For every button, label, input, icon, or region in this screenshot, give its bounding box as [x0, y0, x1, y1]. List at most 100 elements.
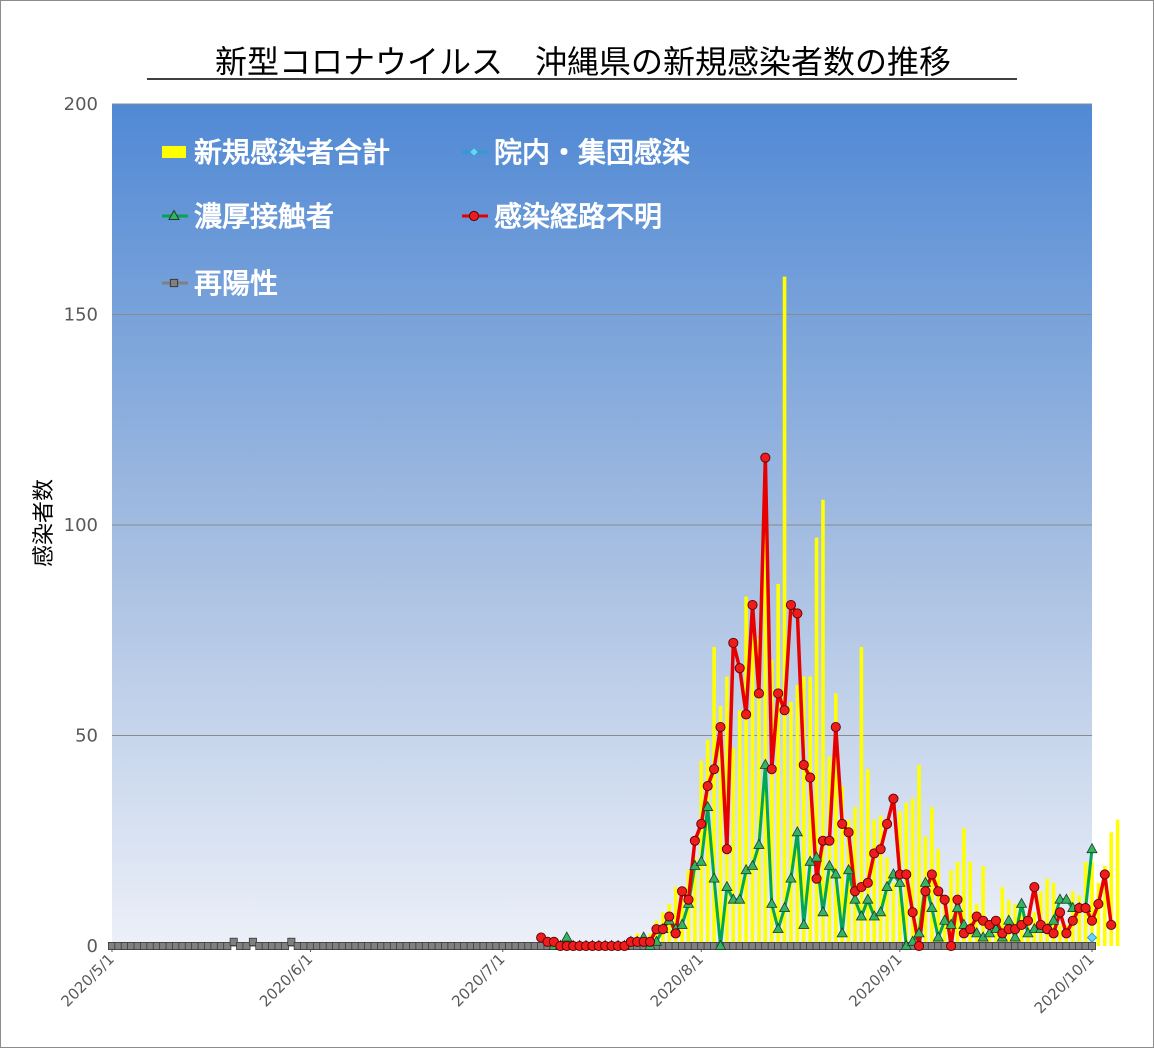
total-bar	[705, 739, 710, 946]
total-bar	[744, 596, 748, 946]
unknown-route-point	[689, 835, 700, 846]
unknown-route-point	[798, 759, 809, 771]
close-contact-point	[708, 872, 720, 883]
total-bar	[789, 701, 793, 946]
unknown-route-point	[677, 886, 688, 897]
unknown-route-point	[709, 764, 720, 775]
legend-label: 新規感染者合計	[194, 136, 390, 169]
total-bar	[962, 828, 966, 946]
y-tick-label: 150	[64, 305, 98, 326]
unknown-route-point	[843, 827, 854, 838]
total-bar	[840, 786, 844, 946]
close-contact-point	[945, 918, 957, 929]
y-tick-label: 100	[64, 515, 98, 536]
unknown-route-point	[773, 688, 784, 699]
close-contact-point	[766, 897, 778, 908]
chart-title: 新型コロナウイルス 沖縄県の新規感染者数の推移	[215, 43, 951, 81]
total-bar	[885, 857, 889, 946]
total-bar	[1000, 887, 1005, 946]
total-bar	[866, 769, 870, 946]
unknown-route-point	[1080, 903, 1091, 914]
total-bar	[808, 676, 812, 946]
close-contact-point	[778, 901, 791, 913]
close-contact-point	[855, 910, 868, 921]
close-contact-point	[817, 905, 829, 917]
close-contact-point	[1047, 914, 1060, 925]
total-bar	[667, 903, 672, 946]
unknown-route-point	[901, 869, 912, 880]
unknown-route-point	[914, 940, 925, 952]
unknown-route-point	[862, 877, 873, 888]
total-bar	[1045, 878, 1049, 946]
unknown-route-point	[779, 705, 790, 716]
total-bar	[968, 861, 973, 946]
legend-label: 濃厚接触者	[194, 200, 334, 233]
unknown-route-point	[1106, 919, 1117, 931]
unknown-route-point	[728, 637, 739, 648]
total-bar	[821, 499, 825, 946]
unknown-route-point	[657, 924, 668, 935]
close-contact-point	[785, 872, 797, 883]
x-axis-ticks: 2020/5/1 2020/6/1 2020/7/1 2020/8/1 2020/9/1…	[57, 946, 1098, 1017]
close-contact-point	[951, 901, 964, 913]
close-contact-point	[734, 893, 746, 904]
unknown-route-point	[1022, 915, 1033, 926]
total-bar	[673, 887, 678, 946]
close-contact-point	[810, 851, 823, 862]
total-bar	[795, 684, 800, 946]
legend-marker	[169, 278, 179, 288]
total-bar	[872, 819, 877, 946]
unknown-route-point	[907, 907, 918, 918]
unknown-route-point	[830, 722, 841, 733]
total-bar	[757, 638, 761, 946]
series-markers	[108, 452, 1117, 952]
close-contact-point	[753, 838, 765, 849]
total-bar	[891, 882, 896, 946]
y-axis-label: 感染者数	[32, 479, 57, 567]
close-contact-point	[1009, 931, 1021, 942]
total-bar	[1090, 861, 1094, 946]
total-bar	[1109, 832, 1114, 946]
close-contact-point	[862, 893, 874, 904]
unknown-route-point	[683, 894, 694, 905]
unknown-route-point	[926, 869, 937, 880]
y-tick-label: 200	[64, 94, 98, 115]
total-bar	[1058, 924, 1062, 946]
unknown-route-point	[715, 722, 726, 733]
total-bar	[910, 798, 915, 946]
close-contact-point	[849, 893, 861, 904]
positive-again-point	[248, 937, 257, 946]
x-tick-label: 2020/10/1	[1031, 950, 1098, 1017]
unknown-route-point	[1029, 882, 1040, 893]
close-contact-point	[881, 880, 893, 891]
unknown-route-point	[1061, 928, 1072, 939]
unknown-route-point	[881, 818, 893, 829]
total-bar	[782, 276, 787, 946]
close-contact-point	[932, 931, 944, 942]
total-bar	[750, 621, 755, 946]
unknown-route-point	[811, 873, 822, 884]
unknown-route-point	[644, 936, 656, 947]
close-contact-point	[836, 927, 848, 938]
total-bar	[974, 903, 979, 946]
close-contact-point	[823, 859, 836, 870]
unknown-route-point	[721, 844, 732, 855]
unknown-route-point	[1067, 915, 1078, 926]
unknown-route-point	[1086, 915, 1098, 926]
total-bar	[737, 710, 742, 946]
legend-marker	[468, 210, 480, 222]
x-tick-label: 2020/5/1	[57, 950, 117, 1010]
total-bar	[859, 647, 864, 946]
close-contact-point	[746, 859, 759, 870]
positive-again-point	[229, 937, 238, 946]
legend-label: 再陽性	[194, 267, 278, 300]
y-tick-label: 50	[75, 726, 98, 747]
positive-again-point	[280, 942, 289, 951]
unknown-route-point	[670, 928, 681, 939]
legend-marker	[468, 146, 480, 158]
close-contact-point	[1060, 893, 1073, 904]
total-bar	[936, 849, 941, 946]
unknown-route-point	[837, 818, 848, 829]
unknown-route-point	[741, 709, 752, 720]
unknown-route-point	[792, 608, 803, 619]
